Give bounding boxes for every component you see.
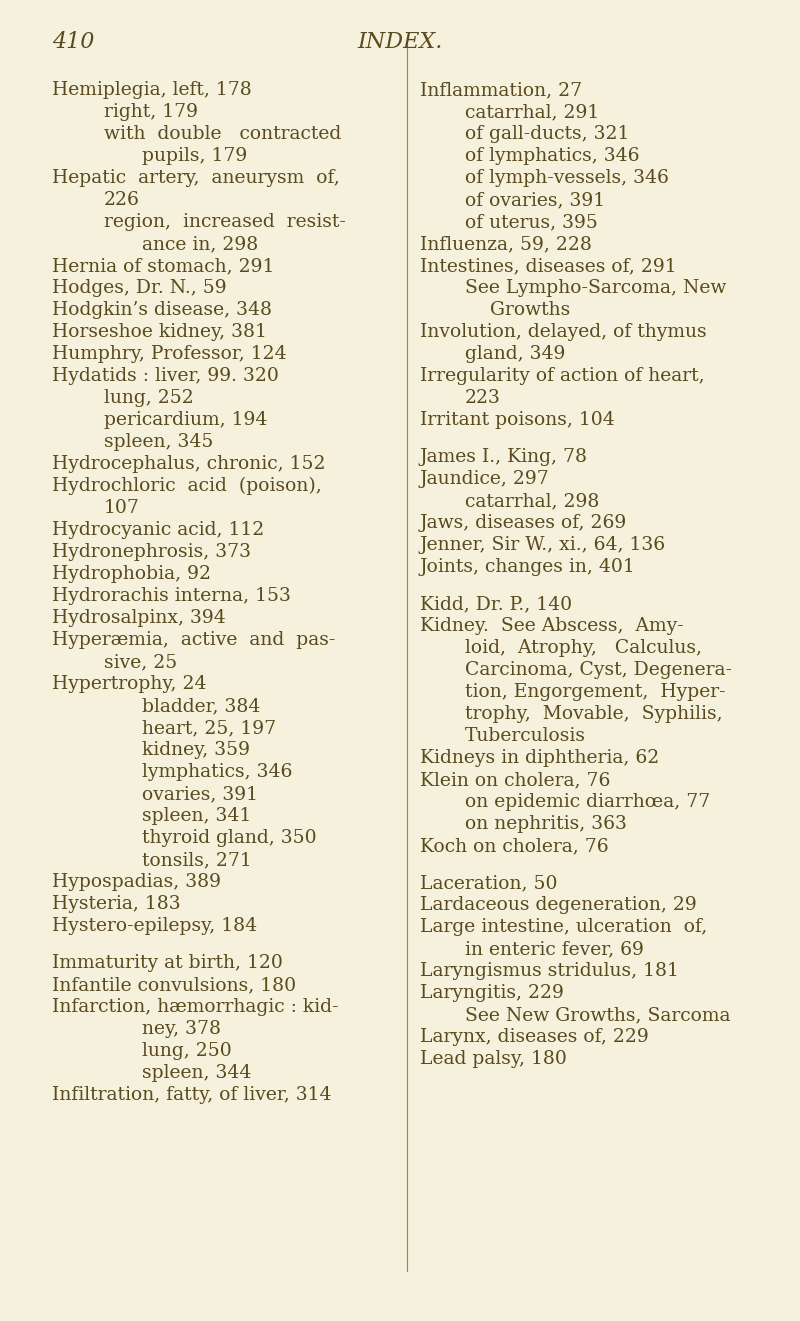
Text: on epidemic diarrhœa, 77: on epidemic diarrhœa, 77	[465, 793, 710, 811]
Text: on nephritis, 363: on nephritis, 363	[465, 815, 627, 834]
Text: Carcinoma, Cyst, Degenera-: Carcinoma, Cyst, Degenera-	[465, 660, 732, 679]
Text: Hernia of stomach, 291: Hernia of stomach, 291	[52, 258, 274, 275]
Text: kidney, 359: kidney, 359	[142, 741, 250, 760]
Text: catarrhal, 298: catarrhal, 298	[465, 491, 599, 510]
Text: thyroid gland, 350: thyroid gland, 350	[142, 830, 317, 847]
Text: pupils, 179: pupils, 179	[142, 147, 247, 165]
Text: lung, 250: lung, 250	[142, 1042, 232, 1059]
Text: Involution, delayed, of thymus: Involution, delayed, of thymus	[420, 324, 706, 341]
Text: Tuberculosis: Tuberculosis	[465, 727, 586, 745]
Text: region,  increased  resist-: region, increased resist-	[104, 213, 346, 231]
Text: Lead palsy, 180: Lead palsy, 180	[420, 1050, 567, 1067]
Text: Jaundice, 297: Jaundice, 297	[420, 470, 550, 487]
Text: spleen, 345: spleen, 345	[104, 433, 214, 450]
Text: Hyperæmia,  active  and  pas-: Hyperæmia, active and pas-	[52, 631, 335, 649]
Text: Laryngitis, 229: Laryngitis, 229	[420, 984, 564, 1003]
Text: ance in, 298: ance in, 298	[142, 235, 258, 254]
Text: tion, Engorgement,  Hyper-: tion, Engorgement, Hyper-	[465, 683, 726, 701]
Text: Laceration, 50: Laceration, 50	[420, 875, 558, 892]
Text: Jenner, Sir W., xi., 64, 136: Jenner, Sir W., xi., 64, 136	[420, 536, 666, 553]
Text: Intestines, diseases of, 291: Intestines, diseases of, 291	[420, 258, 677, 275]
Text: of gall-ducts, 321: of gall-ducts, 321	[465, 125, 630, 143]
Text: ovaries, 391: ovaries, 391	[142, 785, 258, 803]
Text: right, 179: right, 179	[104, 103, 198, 122]
Text: with  double   contracted: with double contracted	[104, 125, 342, 143]
Text: Irregularity of action of heart,: Irregularity of action of heart,	[420, 367, 705, 384]
Text: Larynx, diseases of, 229: Larynx, diseases of, 229	[420, 1028, 649, 1046]
Text: Lardaceous degeneration, 29: Lardaceous degeneration, 29	[420, 896, 697, 914]
Text: Infiltration, fatty, of liver, 314: Infiltration, fatty, of liver, 314	[52, 1086, 331, 1104]
Text: Kidd, Dr. P., 140: Kidd, Dr. P., 140	[420, 594, 572, 613]
Text: Kidney.  See Abscess,  Amy-: Kidney. See Abscess, Amy-	[420, 617, 684, 635]
Text: of lymphatics, 346: of lymphatics, 346	[465, 147, 639, 165]
Text: Laryngismus stridulus, 181: Laryngismus stridulus, 181	[420, 962, 679, 980]
Text: gland, 349: gland, 349	[465, 345, 566, 363]
Text: tonsils, 271: tonsils, 271	[142, 851, 252, 869]
Text: Immaturity at birth, 120: Immaturity at birth, 120	[52, 954, 283, 972]
Text: Klein on cholera, 76: Klein on cholera, 76	[420, 771, 610, 789]
Text: loid,  Atrophy,   Calculus,: loid, Atrophy, Calculus,	[465, 639, 702, 657]
Text: Infarction, hæmorrhagic : kid-: Infarction, hæmorrhagic : kid-	[52, 997, 338, 1016]
Text: Hydrophobia, 92: Hydrophobia, 92	[52, 565, 211, 583]
Text: INDEX.: INDEX.	[358, 30, 442, 53]
Text: Koch on cholera, 76: Koch on cholera, 76	[420, 838, 609, 855]
Text: 226: 226	[104, 192, 140, 209]
Text: Hydrochloric  acid  (poison),: Hydrochloric acid (poison),	[52, 477, 322, 495]
Text: of ovaries, 391: of ovaries, 391	[465, 192, 605, 209]
Text: Inflammation, 27: Inflammation, 27	[420, 81, 582, 99]
Text: Hypertrophy, 24: Hypertrophy, 24	[52, 675, 206, 694]
Text: lymphatics, 346: lymphatics, 346	[142, 764, 292, 781]
Text: 410: 410	[52, 30, 94, 53]
Text: ney, 378: ney, 378	[142, 1020, 221, 1038]
Text: 107: 107	[104, 499, 140, 517]
Text: bladder, 384: bladder, 384	[142, 697, 260, 715]
Text: Hystero-epilepsy, 184: Hystero-epilepsy, 184	[52, 917, 257, 935]
Text: pericardium, 194: pericardium, 194	[104, 411, 267, 429]
Text: Kidneys in diphtheria, 62: Kidneys in diphtheria, 62	[420, 749, 659, 768]
Text: of uterus, 395: of uterus, 395	[465, 213, 598, 231]
Text: Hydrosalpinx, 394: Hydrosalpinx, 394	[52, 609, 226, 627]
Text: heart, 25, 197: heart, 25, 197	[142, 719, 276, 737]
Text: lung, 252: lung, 252	[104, 388, 194, 407]
Text: Growths: Growths	[490, 301, 570, 318]
Text: catarrhal, 291: catarrhal, 291	[465, 103, 599, 122]
Text: Horseshoe kidney, 381: Horseshoe kidney, 381	[52, 324, 267, 341]
Text: Large intestine, ulceration  of,: Large intestine, ulceration of,	[420, 918, 707, 937]
Text: Hydronephrosis, 373: Hydronephrosis, 373	[52, 543, 251, 561]
Text: trophy,  Movable,  Syphilis,: trophy, Movable, Syphilis,	[465, 705, 722, 723]
Text: 223: 223	[465, 388, 501, 407]
Text: See New Growths, Sarcoma: See New Growths, Sarcoma	[465, 1007, 730, 1024]
Text: Hypospadias, 389: Hypospadias, 389	[52, 873, 221, 890]
Text: James I., King, 78: James I., King, 78	[420, 448, 588, 466]
Text: Hydrorachis interna, 153: Hydrorachis interna, 153	[52, 587, 291, 605]
Text: See Lympho-Sarcoma, New: See Lympho-Sarcoma, New	[465, 279, 726, 297]
Text: spleen, 344: spleen, 344	[142, 1063, 251, 1082]
Text: of lymph-vessels, 346: of lymph-vessels, 346	[465, 169, 669, 188]
Text: Hysteria, 183: Hysteria, 183	[52, 896, 181, 913]
Text: Hepatic  artery,  aneurysm  of,: Hepatic artery, aneurysm of,	[52, 169, 340, 188]
Text: Hodges, Dr. N., 59: Hodges, Dr. N., 59	[52, 279, 226, 297]
Text: Hydrocyanic acid, 112: Hydrocyanic acid, 112	[52, 520, 264, 539]
Text: in enteric fever, 69: in enteric fever, 69	[465, 941, 644, 958]
Text: Influenza, 59, 228: Influenza, 59, 228	[420, 235, 592, 254]
Text: Irritant poisons, 104: Irritant poisons, 104	[420, 411, 614, 429]
Text: Hydrocephalus, chronic, 152: Hydrocephalus, chronic, 152	[52, 454, 326, 473]
Text: Hydatids : liver, 99. 320: Hydatids : liver, 99. 320	[52, 367, 279, 384]
Text: Joints, changes in, 401: Joints, changes in, 401	[420, 557, 636, 576]
Text: Hodgkin’s disease, 348: Hodgkin’s disease, 348	[52, 301, 272, 318]
Text: Hemiplegia, left, 178: Hemiplegia, left, 178	[52, 81, 252, 99]
Text: Humphry, Professor, 124: Humphry, Professor, 124	[52, 345, 286, 363]
Text: sive, 25: sive, 25	[104, 653, 178, 671]
Text: Infantile convulsions, 180: Infantile convulsions, 180	[52, 976, 296, 993]
Text: Jaws, diseases of, 269: Jaws, diseases of, 269	[420, 514, 627, 532]
Text: spleen, 341: spleen, 341	[142, 807, 251, 826]
